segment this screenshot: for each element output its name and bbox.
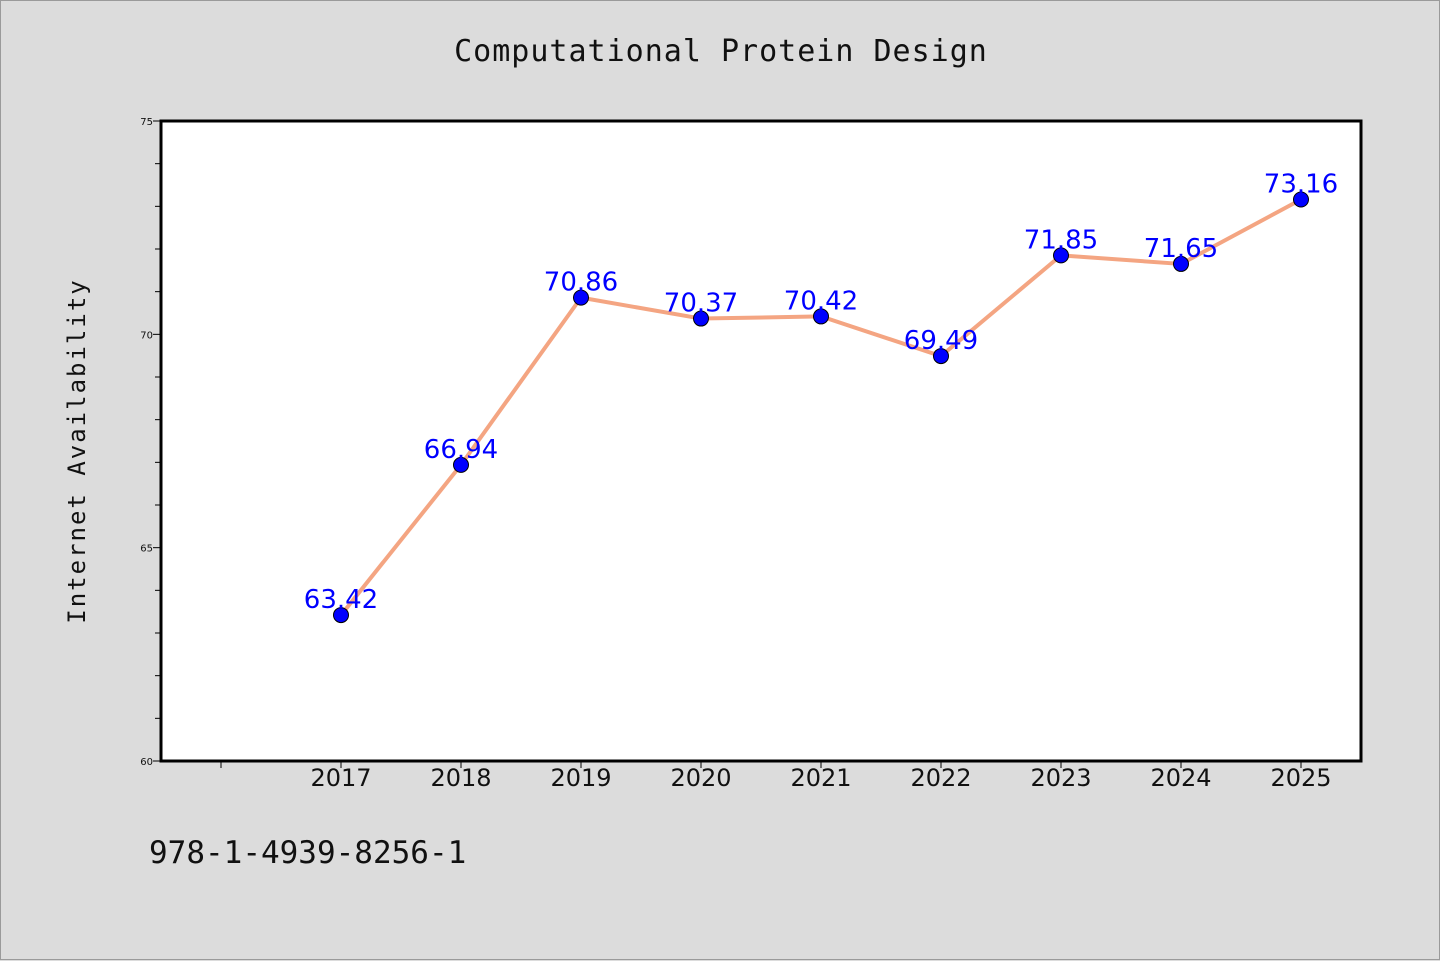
footer-code: 978-1-4939-8256-1 — [149, 835, 467, 871]
data-label: 70.42 — [784, 286, 858, 316]
data-label: 70.86 — [544, 268, 618, 298]
data-point — [573, 289, 589, 306]
x-tick-label: 2025 — [1270, 764, 1331, 792]
data-label: 69.49 — [904, 326, 978, 356]
data-point — [1053, 247, 1069, 264]
data-label: 70.37 — [664, 289, 738, 319]
x-tick-label: 2018 — [430, 764, 491, 792]
data-point — [453, 456, 469, 473]
x-tick-label: 2023 — [1030, 764, 1091, 792]
plot-frame — [159, 119, 1363, 763]
y-tick-label: 60 — [140, 757, 153, 768]
data-point — [333, 607, 349, 624]
x-tick-label: 2020 — [670, 764, 731, 792]
y-tick-label: 65 — [140, 544, 153, 555]
x-tick-label: 2021 — [790, 764, 851, 792]
x-tick-label: 2022 — [910, 764, 971, 792]
data-point — [933, 348, 949, 365]
data-label: 73.16 — [1264, 170, 1338, 200]
data-point — [813, 308, 829, 325]
x-tick-label: 2019 — [550, 764, 611, 792]
x-tick-label: 2017 — [310, 764, 371, 792]
data-label: 63.42 — [304, 585, 378, 615]
y-tick-label: 75 — [140, 117, 153, 128]
data-point — [1173, 255, 1189, 272]
data-label: 71.85 — [1024, 225, 1098, 255]
y-tick-label: 70 — [140, 330, 153, 341]
data-label: 71.65 — [1144, 234, 1218, 264]
chart-title: Computational Protein Design — [454, 34, 988, 69]
data-point — [1293, 191, 1309, 208]
data-label: 66.94 — [424, 435, 498, 465]
data-point — [693, 310, 709, 327]
x-tick-label: 2024 — [1150, 764, 1211, 792]
